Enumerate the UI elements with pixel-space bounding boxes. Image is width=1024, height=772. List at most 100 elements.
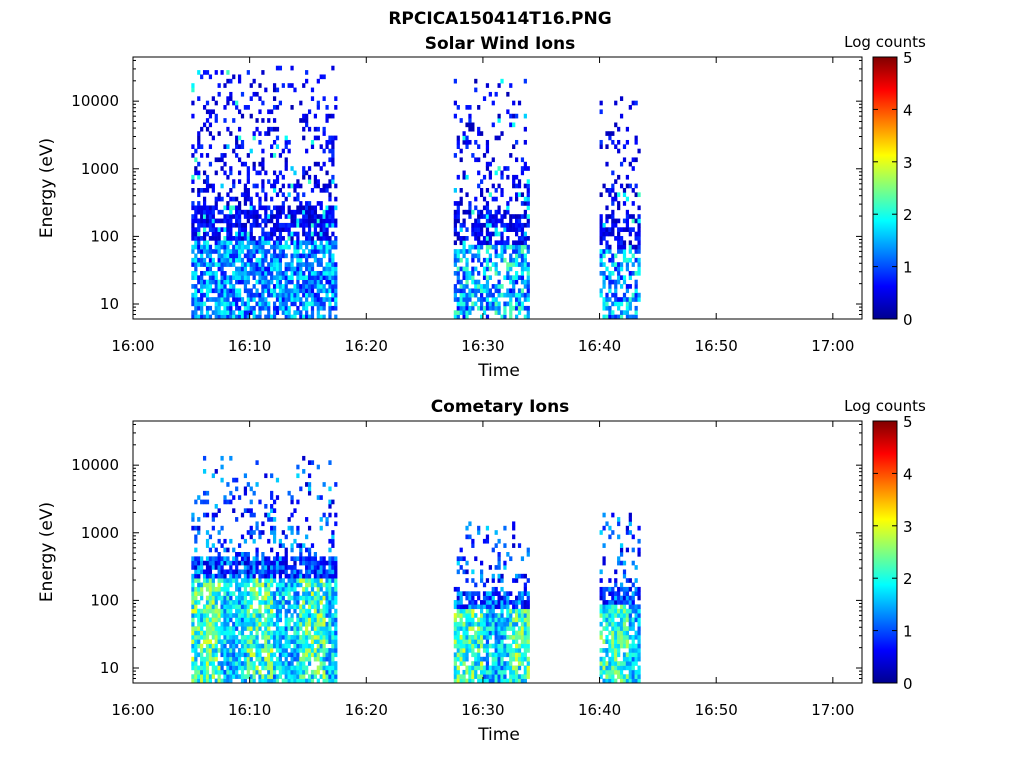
- heatmap-cell: [232, 630, 236, 636]
- heatmap-cell: [211, 621, 215, 627]
- heatmap-cell: [453, 284, 457, 289]
- heatmap-cell: [275, 244, 280, 250]
- heatmap-cell: [229, 455, 233, 461]
- heatmap-cell: [232, 556, 236, 562]
- heatmap-cell: [334, 521, 338, 527]
- heatmap-cell: [267, 648, 271, 653]
- heatmap-cell: [325, 244, 329, 250]
- heatmap-cell: [264, 284, 268, 289]
- heatmap-cell: [611, 678, 615, 684]
- heatmap-cell: [220, 275, 224, 280]
- heatmap-cell: [275, 604, 280, 610]
- heatmap-cell: [526, 314, 530, 320]
- heatmap-cell: [485, 201, 490, 206]
- heatmap-cell: [599, 227, 603, 232]
- heatmap-cell: [468, 201, 472, 206]
- heatmap-cell: [503, 591, 507, 596]
- heatmap-cell: [249, 634, 253, 640]
- heatmap-cell: [287, 227, 291, 232]
- heatmap-cell: [275, 275, 280, 280]
- heatmap-cell: [302, 595, 306, 601]
- heatmap-cell: [249, 595, 253, 601]
- heatmap-cell: [319, 301, 323, 307]
- heatmap-cell: [255, 266, 259, 272]
- heatmap-cell: [459, 236, 463, 241]
- heatmap-cell: [477, 284, 481, 289]
- heatmap-cell: [226, 174, 230, 180]
- heatmap-cell: [246, 275, 250, 280]
- heatmap-cell: [617, 236, 621, 241]
- heatmap-cell: [526, 196, 530, 202]
- heatmap-cell: [617, 669, 621, 675]
- heatmap-cell: [223, 262, 227, 267]
- heatmap-cell: [480, 240, 484, 246]
- heatmap-cell: [229, 196, 233, 202]
- heatmap-cell: [275, 477, 280, 483]
- heatmap-cell: [491, 547, 495, 553]
- heatmap-cell: [194, 253, 198, 259]
- heatmap-cell: [197, 525, 201, 531]
- heatmap-cell: [232, 275, 236, 280]
- heatmap-cell: [488, 236, 492, 241]
- heatmap-cell: [316, 262, 320, 267]
- heatmap-cell: [331, 148, 335, 154]
- heatmap-cell: [194, 227, 198, 232]
- heatmap-cell: [491, 600, 495, 605]
- heatmap-cell: [512, 669, 516, 675]
- heatmap-cell: [310, 560, 315, 566]
- x-tick-label: 16:50: [695, 337, 738, 355]
- heatmap-cell: [334, 266, 338, 272]
- heatmap-cell: [194, 595, 198, 601]
- heatmap-cell: [281, 626, 285, 631]
- heatmap-cell: [520, 621, 525, 627]
- heatmap-cell: [191, 314, 195, 320]
- heatmap-cell: [322, 643, 326, 649]
- heatmap-cell: [220, 253, 224, 259]
- heatmap-cell: [299, 678, 303, 684]
- heatmap-cell: [270, 582, 274, 588]
- heatmap-cell: [316, 591, 320, 596]
- heatmap-cell: [602, 626, 606, 631]
- heatmap-cell: [267, 582, 271, 588]
- heatmap-cell: [325, 573, 329, 579]
- heatmap-cell: [503, 222, 507, 228]
- heatmap-cell: [243, 275, 248, 280]
- heatmap-cell: [517, 292, 522, 298]
- heatmap-cell: [229, 214, 233, 219]
- heatmap-cell: [226, 96, 230, 101]
- heatmap-cell: [264, 270, 268, 276]
- heatmap-cell: [220, 630, 224, 636]
- heatmap-cell: [290, 262, 294, 267]
- heatmap-cell: [243, 652, 248, 658]
- heatmap-cell: [220, 288, 224, 294]
- heatmap-cell: [459, 674, 463, 679]
- heatmap-cell: [313, 244, 318, 250]
- heatmap-cell: [194, 652, 198, 658]
- heatmap-cell: [226, 617, 230, 623]
- heatmap-cell: [240, 144, 245, 149]
- heatmap-cell: [523, 639, 527, 644]
- heatmap-cell: [526, 192, 530, 198]
- heatmap-cell: [229, 639, 233, 644]
- heatmap-cell: [459, 284, 463, 289]
- heatmap-cell: [637, 205, 641, 211]
- heatmap-cell: [243, 227, 248, 232]
- heatmap-cell: [328, 192, 332, 198]
- heatmap-cell: [325, 560, 329, 566]
- heatmap-cell: [328, 275, 332, 280]
- heatmap-cell: [267, 218, 271, 224]
- heatmap-cell: [255, 270, 259, 276]
- x-axis: 16:00 16:10 16:20 16:30 16:40 16:50 17:00: [111, 57, 854, 355]
- heatmap-cell: [310, 600, 315, 605]
- heatmap-cell: [631, 669, 635, 675]
- heatmap-cell: [217, 556, 221, 562]
- heatmap-cell: [456, 266, 460, 272]
- heatmap-cell: [614, 630, 618, 636]
- heatmap-cell: [523, 617, 527, 623]
- heatmap-cell: [208, 275, 213, 280]
- heatmap-cell: [235, 240, 239, 246]
- heatmap-cell: [599, 218, 603, 224]
- heatmap-cell: [214, 665, 218, 671]
- heatmap-cell: [488, 565, 492, 570]
